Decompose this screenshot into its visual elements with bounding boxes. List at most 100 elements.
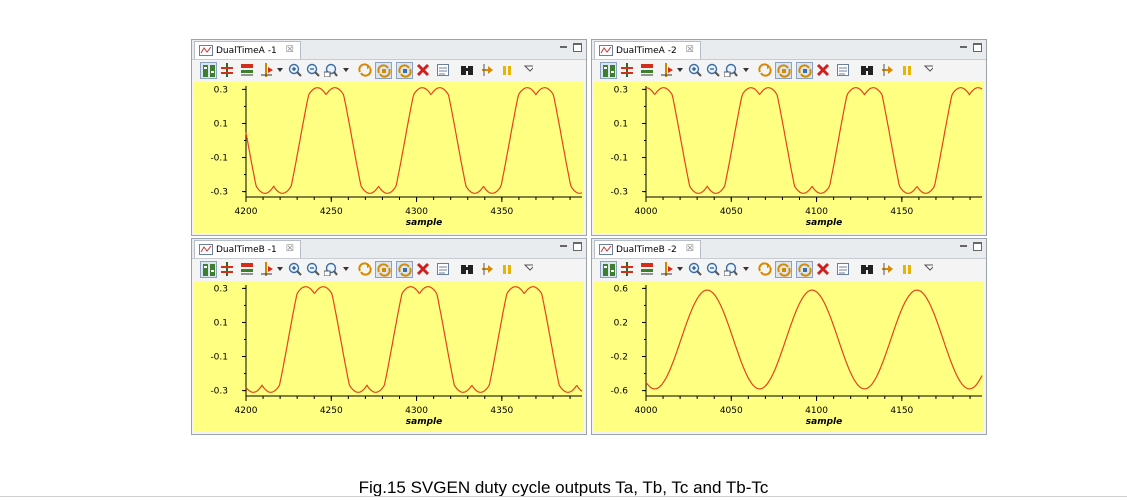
graph-view-icon <box>599 45 613 56</box>
pause-refresh-icon[interactable] <box>396 261 413 278</box>
pause-icon[interactable] <box>900 63 914 77</box>
view-menu-icon[interactable] <box>524 63 533 77</box>
close-tab-icon[interactable]: ☒ <box>685 244 694 254</box>
find-icon[interactable] <box>460 63 474 77</box>
zoom-in-icon[interactable] <box>688 63 702 77</box>
export-icon[interactable] <box>480 63 494 77</box>
continuous-refresh-icon[interactable] <box>375 261 392 278</box>
zoom-dropdown-icon[interactable] <box>742 63 751 77</box>
view-tab[interactable]: DualTimeB -2 ☒ <box>594 240 701 258</box>
close-tab-icon[interactable]: ☒ <box>285 45 294 55</box>
show-grid-icon[interactable] <box>220 63 234 77</box>
maximize-icon[interactable] <box>973 242 982 251</box>
cursor-mode-icon[interactable] <box>260 262 274 276</box>
show-axes-icon[interactable] <box>640 262 654 276</box>
pause-icon[interactable] <box>500 63 514 77</box>
pause-icon[interactable] <box>500 262 514 276</box>
cursor-mode-icon[interactable] <box>260 63 274 77</box>
show-grid-icon[interactable] <box>220 262 234 276</box>
continuous-refresh-icon[interactable] <box>775 261 792 278</box>
continuous-refresh-icon[interactable] <box>775 62 792 79</box>
clear-graph-icon[interactable] <box>816 63 830 77</box>
zoom-fit-icon[interactable] <box>324 262 338 276</box>
clear-graph-icon[interactable] <box>416 63 430 77</box>
x-axis-label: sample <box>806 417 842 427</box>
refresh-icon[interactable] <box>358 262 372 276</box>
y-tick-label: -0.3 <box>210 188 228 198</box>
show-properties-icon[interactable] <box>436 63 450 77</box>
cursor-dropdown-icon[interactable] <box>676 63 685 77</box>
minimize-icon[interactable] <box>959 242 968 251</box>
pause-refresh-icon[interactable] <box>396 62 413 79</box>
zoom-in-icon[interactable] <box>288 63 302 77</box>
cursor-mode-icon[interactable] <box>660 63 674 77</box>
enable-auto-scale-icon[interactable] <box>200 62 217 79</box>
pause-refresh-icon[interactable] <box>796 62 813 79</box>
show-axes-icon[interactable] <box>240 63 254 77</box>
refresh-icon[interactable] <box>758 63 772 77</box>
enable-auto-scale-icon[interactable] <box>600 261 617 278</box>
show-axes-icon[interactable] <box>240 262 254 276</box>
close-tab-icon[interactable]: ☒ <box>285 244 294 254</box>
x-tick-label: 4000 <box>635 406 658 416</box>
y-tick-label: -0.1 <box>610 154 628 164</box>
zoom-out-icon[interactable] <box>706 63 720 77</box>
view-tab[interactable]: DualTimeA -2 ☒ <box>594 41 701 59</box>
minimize-icon[interactable] <box>559 242 568 251</box>
clear-graph-icon[interactable] <box>816 262 830 276</box>
refresh-icon[interactable] <box>358 63 372 77</box>
chart-svg: 0.3 0.1 -0.1 -0.3 4200 4250 4300 4350 sample <box>210 284 583 427</box>
pause-refresh-icon[interactable] <box>796 261 813 278</box>
find-icon[interactable] <box>860 63 874 77</box>
find-icon[interactable] <box>860 262 874 276</box>
plot-view-dualtimeb-1: DualTimeB -1 ☒ 0.3 0.1 -0.1 -0.3 4200 4250 430… <box>191 238 587 435</box>
zoom-fit-icon[interactable] <box>724 262 738 276</box>
view-tab[interactable]: DualTimeB -1 ☒ <box>194 240 301 258</box>
maximize-icon[interactable] <box>973 43 982 52</box>
cursor-dropdown-icon[interactable] <box>676 262 685 276</box>
minimize-icon[interactable] <box>559 43 568 52</box>
export-icon[interactable] <box>880 262 894 276</box>
zoom-fit-icon[interactable] <box>324 63 338 77</box>
x-tick-label: 4200 <box>235 207 258 217</box>
zoom-dropdown-icon[interactable] <box>342 63 351 77</box>
zoom-in-icon[interactable] <box>288 262 302 276</box>
zoom-dropdown-icon[interactable] <box>342 262 351 276</box>
show-axes-icon[interactable] <box>640 63 654 77</box>
show-properties-icon[interactable] <box>836 262 850 276</box>
view-menu-icon[interactable] <box>924 262 933 276</box>
view-menu-icon[interactable] <box>924 63 933 77</box>
cursor-mode-icon[interactable] <box>660 262 674 276</box>
view-menu-icon[interactable] <box>524 262 533 276</box>
zoom-out-icon[interactable] <box>306 63 320 77</box>
zoom-fit-icon[interactable] <box>724 63 738 77</box>
continuous-refresh-icon[interactable] <box>375 62 392 79</box>
show-properties-icon[interactable] <box>436 262 450 276</box>
cursor-dropdown-icon[interactable] <box>276 63 285 77</box>
pause-icon[interactable] <box>900 262 914 276</box>
export-icon[interactable] <box>880 63 894 77</box>
show-grid-icon[interactable] <box>620 262 634 276</box>
y-tick-label: 0.3 <box>614 85 628 95</box>
cursor-dropdown-icon[interactable] <box>276 262 285 276</box>
view-tab-title: DualTimeB -1 <box>216 244 277 255</box>
minimize-icon[interactable] <box>959 43 968 52</box>
enable-auto-scale-icon[interactable] <box>200 261 217 278</box>
view-tab[interactable]: DualTimeA -1 ☒ <box>194 41 301 59</box>
zoom-in-icon[interactable] <box>688 262 702 276</box>
show-properties-icon[interactable] <box>836 63 850 77</box>
refresh-icon[interactable] <box>758 262 772 276</box>
clear-graph-icon[interactable] <box>416 262 430 276</box>
maximize-icon[interactable] <box>573 43 582 52</box>
export-icon[interactable] <box>480 262 494 276</box>
zoom-dropdown-icon[interactable] <box>742 262 751 276</box>
zoom-out-icon[interactable] <box>306 262 320 276</box>
maximize-icon[interactable] <box>573 242 582 251</box>
zoom-out-icon[interactable] <box>706 262 720 276</box>
close-tab-icon[interactable]: ☒ <box>685 45 694 55</box>
view-tab-title: DualTimeA -1 <box>216 45 277 56</box>
show-grid-icon[interactable] <box>620 63 634 77</box>
series-line <box>645 289 983 390</box>
enable-auto-scale-icon[interactable] <box>600 62 617 79</box>
find-icon[interactable] <box>460 262 474 276</box>
